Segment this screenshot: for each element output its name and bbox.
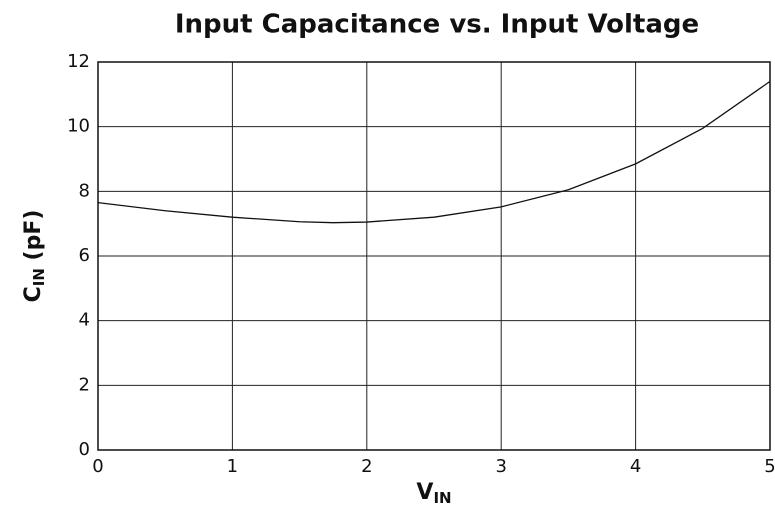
x-tick-label: 4 <box>630 456 641 477</box>
y-label-sub: IN <box>30 268 48 286</box>
x-tick-label: 2 <box>361 456 372 477</box>
y-tick-label: 12 <box>67 51 90 72</box>
y-tick-label: 0 <box>79 439 90 460</box>
y-tick-label: 2 <box>79 374 90 395</box>
y-tick-label: 10 <box>67 116 90 137</box>
x-tick-label: 0 <box>92 456 103 477</box>
x-label-sub: IN <box>433 489 451 506</box>
x-tick-label: 3 <box>495 456 506 477</box>
x-tick-label: 5 <box>764 456 775 477</box>
x-label-main: V <box>416 480 433 505</box>
plot-frame <box>97 61 771 451</box>
x-tick-label: 1 <box>227 456 238 477</box>
y-label-unit: (pF) <box>21 210 46 269</box>
y-tick-label: 6 <box>79 245 90 266</box>
chart-title: Input Capacitance vs. Input Voltage <box>175 10 699 40</box>
y-label-main: C <box>21 286 46 302</box>
y-axis-label: CIN (pF) <box>21 210 48 303</box>
data-line <box>97 80 771 224</box>
y-tick-label: 4 <box>79 310 90 331</box>
y-tick-label: 8 <box>79 180 90 201</box>
x-axis-label: VIN <box>416 480 451 506</box>
